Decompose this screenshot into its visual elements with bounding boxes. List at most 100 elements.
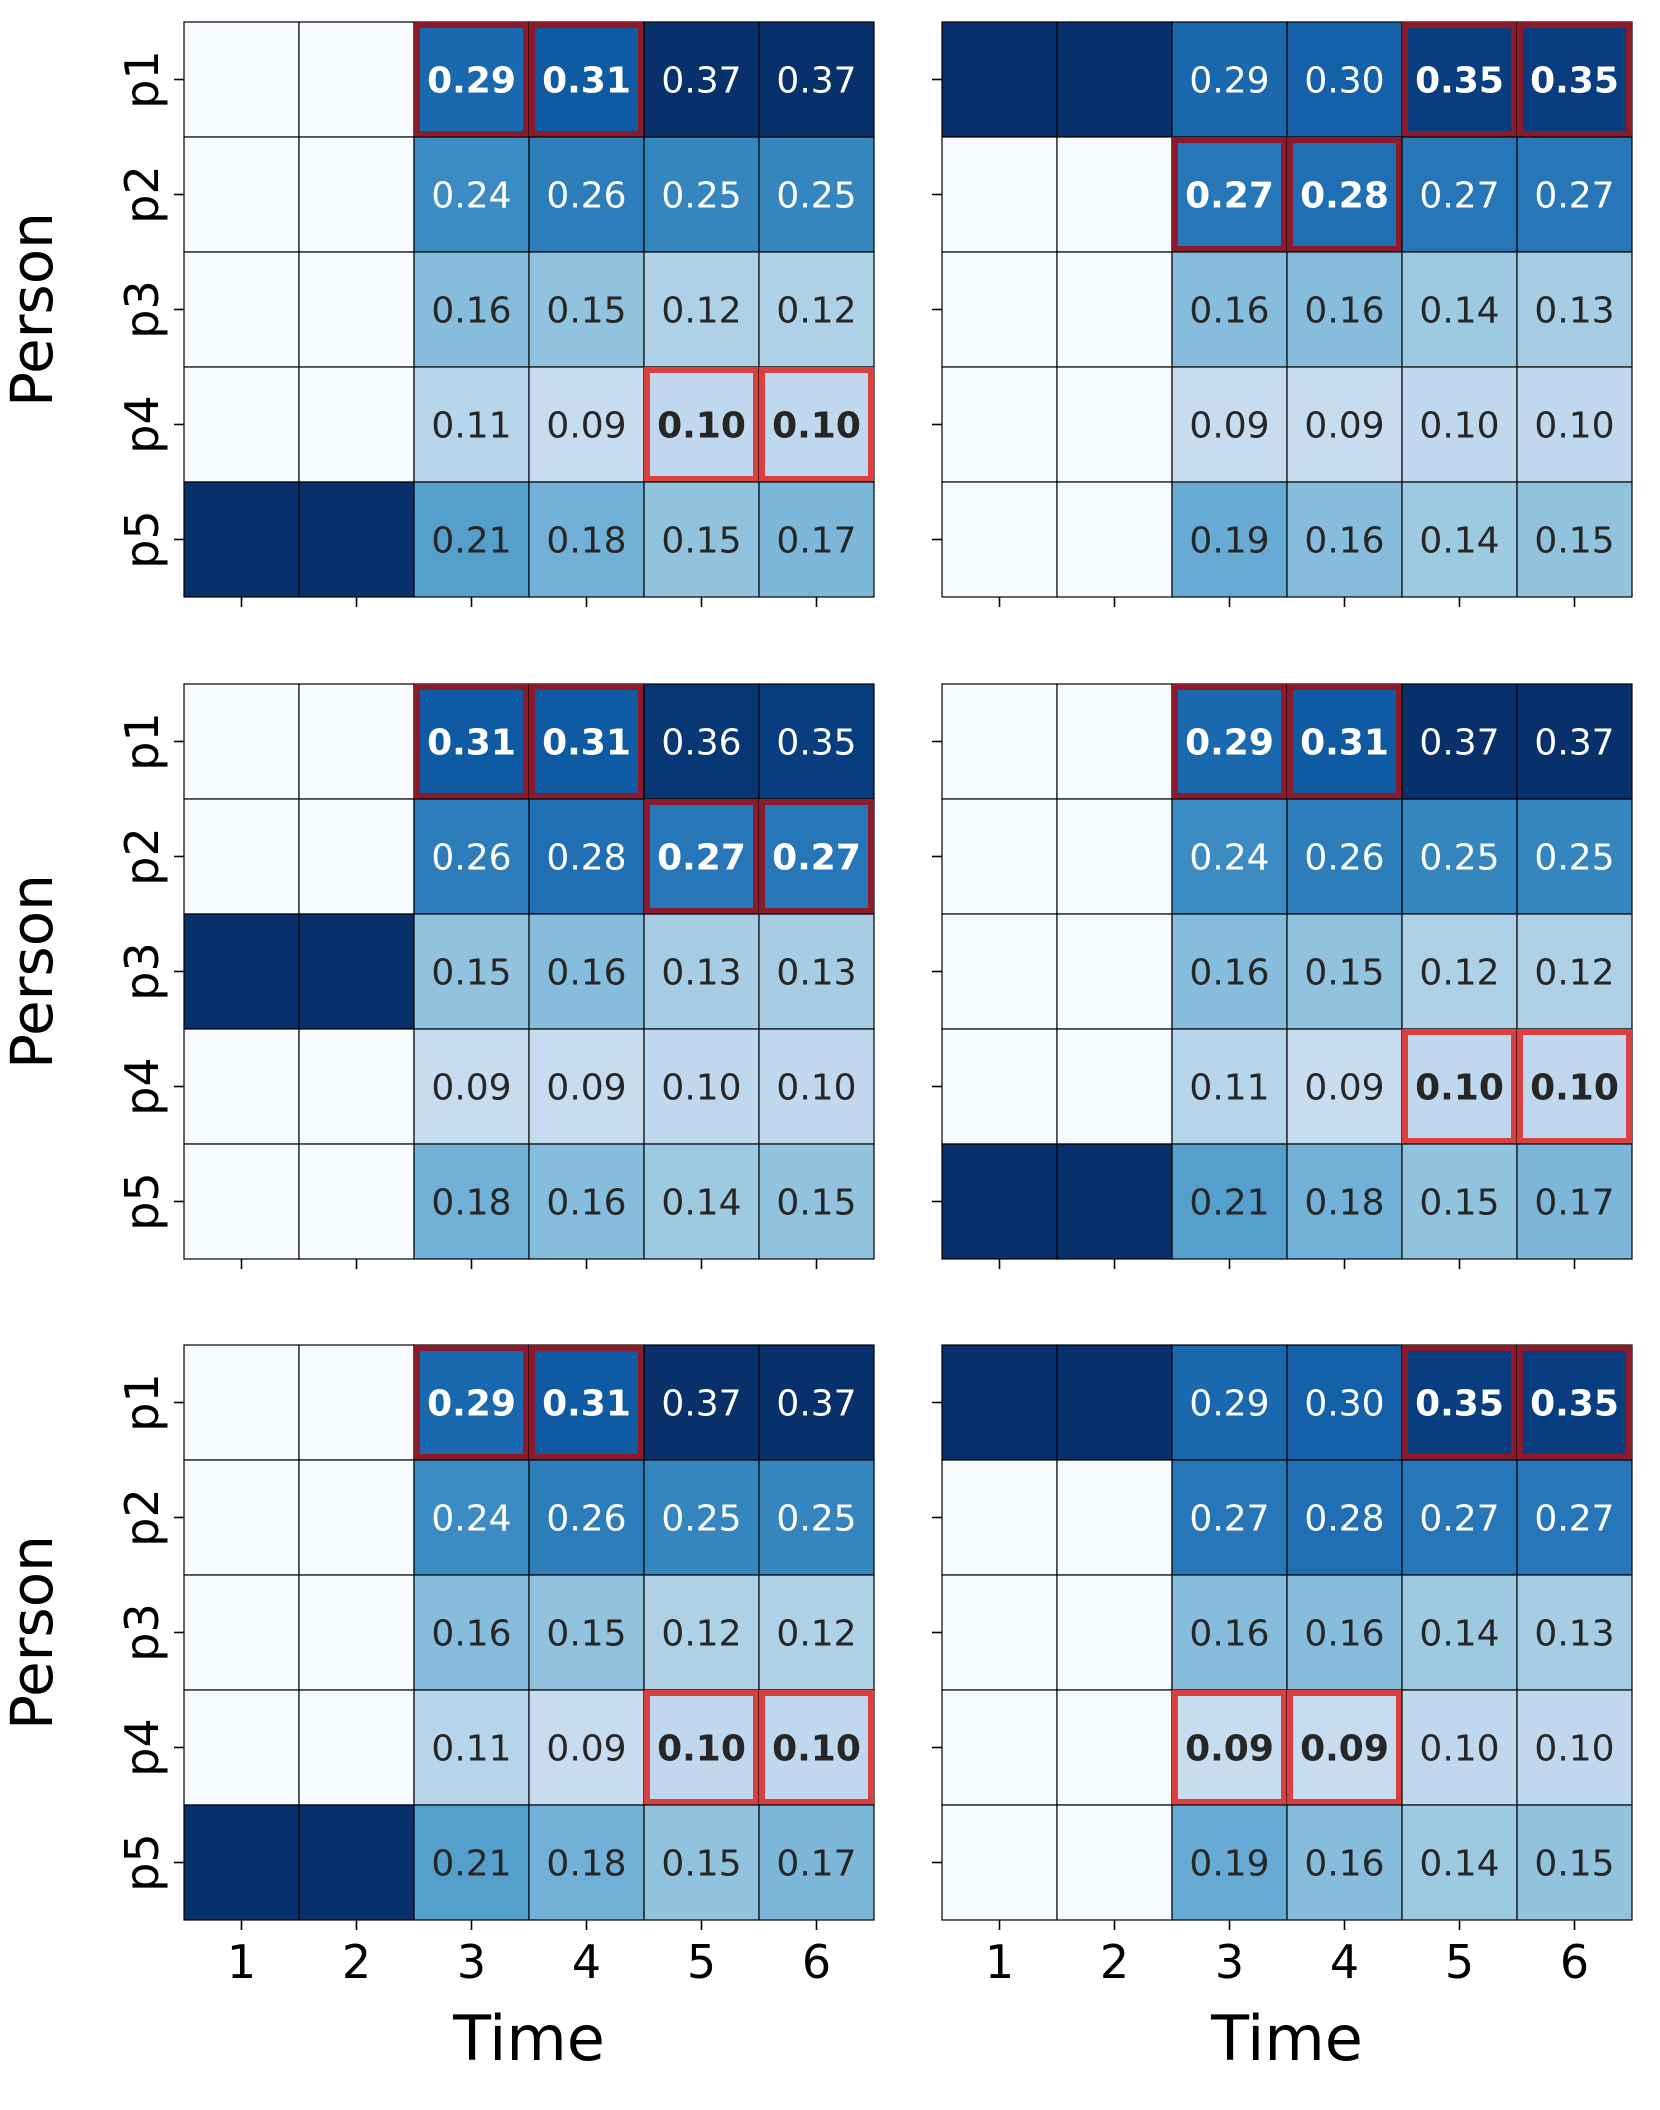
y-tick-label: p1 [115, 50, 169, 108]
highlight-box [759, 1690, 874, 1805]
heatmap-cell [758, 366, 875, 483]
data-label: 0.25 [661, 1499, 741, 1540]
data-label: 0.12 [1534, 953, 1614, 994]
data-label: 0.18 [431, 1183, 511, 1224]
heatmap-cell [1516, 798, 1633, 915]
y-axis-title: Person [0, 212, 66, 407]
data-label: 0.10 [772, 406, 861, 447]
heatmap-cell [1171, 136, 1288, 253]
x-tick-label: 2 [1100, 1935, 1129, 1989]
heatmap-cell [758, 1574, 875, 1691]
heatmap-cell [298, 366, 415, 483]
data-label: 0.12 [776, 291, 856, 332]
data-label: 0.17 [776, 1844, 856, 1885]
data-label: 0.37 [1419, 723, 1499, 764]
data-label: 0.14 [1419, 1614, 1499, 1655]
highlight-box [1287, 684, 1402, 799]
heatmap-cell [413, 1689, 530, 1806]
data-label: 0.35 [776, 723, 856, 764]
heatmap-cell [528, 481, 645, 598]
heatmap-cell [528, 251, 645, 368]
heatmap-cell [643, 366, 760, 483]
heatmap-cell [528, 21, 645, 138]
heatmap-cell [298, 683, 415, 800]
heatmap-cell [1056, 798, 1173, 915]
heatmap-cell [183, 798, 300, 915]
heatmap-cell [941, 1459, 1058, 1576]
data-label: 0.10 [1534, 406, 1614, 447]
highlight-box [1402, 22, 1517, 137]
x-tick-label: 1 [227, 1935, 256, 1989]
data-label: 0.16 [431, 1614, 511, 1655]
data-label: 0.26 [546, 176, 626, 217]
heatmap-cell [1056, 1459, 1173, 1576]
data-label: 0.17 [1534, 1183, 1614, 1224]
data-label: 0.12 [1419, 953, 1499, 994]
heatmap-cell [413, 683, 530, 800]
data-label: 0.13 [661, 953, 741, 994]
data-label: 0.10 [1419, 406, 1499, 447]
data-label: 0.27 [657, 838, 746, 879]
data-label: 0.15 [776, 1183, 856, 1224]
heatmap-cell [183, 136, 300, 253]
highlight-box [1517, 1345, 1632, 1460]
heatmap-cell [758, 136, 875, 253]
heatmap-cell [1516, 1574, 1633, 1691]
heatmap-cell [183, 913, 300, 1030]
data-label: 0.27 [1534, 1499, 1614, 1540]
data-label: 0.30 [1304, 61, 1384, 102]
data-label: 0.26 [431, 838, 511, 879]
data-label: 0.15 [431, 953, 511, 994]
heatmap-cell [1516, 913, 1633, 1030]
heatmap-cell [941, 1028, 1058, 1145]
highlight-box [414, 22, 529, 137]
heatmap-cell [413, 798, 530, 915]
data-label: 0.25 [661, 176, 741, 217]
data-label: 0.16 [1304, 521, 1384, 562]
heatmap-cell [941, 136, 1058, 253]
heatmap-cell [643, 1143, 760, 1260]
data-label: 0.09 [546, 1068, 626, 1109]
data-label: 0.27 [1185, 176, 1274, 217]
heatmap-cell [941, 1574, 1058, 1691]
data-label: 0.35 [1530, 1384, 1619, 1425]
heatmap-cell [183, 1028, 300, 1145]
heatmap-cell [1056, 1689, 1173, 1806]
y-tick-label: p3 [115, 942, 169, 1000]
y-tick-label: p5 [115, 1172, 169, 1230]
highlight-box [1172, 684, 1287, 799]
heatmap-cell [1516, 21, 1633, 138]
heatmap-cell [183, 251, 300, 368]
data-label: 0.36 [661, 723, 741, 764]
data-label: 0.13 [1534, 291, 1614, 332]
heatmap-cell [528, 1143, 645, 1260]
data-label: 0.10 [1419, 1729, 1499, 1770]
data-label: 0.16 [431, 291, 511, 332]
heatmap-cell [941, 683, 1058, 800]
data-label: 0.31 [542, 1384, 631, 1425]
heatmap-cell [758, 798, 875, 915]
data-label: 0.24 [1189, 838, 1269, 879]
heatmap-cell [413, 1459, 530, 1576]
heatmap-cell [941, 21, 1058, 138]
heatmap-cell [643, 1344, 760, 1461]
heatmap-cell [1056, 1143, 1173, 1260]
data-label: 0.21 [1189, 1183, 1269, 1224]
heatmap-cell [1171, 1344, 1288, 1461]
data-label: 0.10 [1530, 1068, 1619, 1109]
heatmap-cell [1286, 1344, 1403, 1461]
data-label: 0.09 [431, 1068, 511, 1109]
heatmap-cell [413, 366, 530, 483]
heatmap-cell [1171, 798, 1288, 915]
heatmap-cell [298, 251, 415, 368]
y-tick-label: p3 [115, 280, 169, 338]
data-label: 0.09 [1304, 406, 1384, 447]
heatmap-cell [1171, 1028, 1288, 1145]
data-label: 0.37 [776, 1384, 856, 1425]
data-label: 0.15 [661, 521, 741, 562]
data-label: 0.37 [776, 61, 856, 102]
data-label: 0.21 [431, 521, 511, 562]
data-label: 0.10 [1415, 1068, 1504, 1109]
heatmap-cell [298, 798, 415, 915]
heatmap-panel-3: 0.31 0.31 0.36 0.35 0.26 0.28 0.27 0.27 0.15 0.16… [0, 683, 875, 1269]
